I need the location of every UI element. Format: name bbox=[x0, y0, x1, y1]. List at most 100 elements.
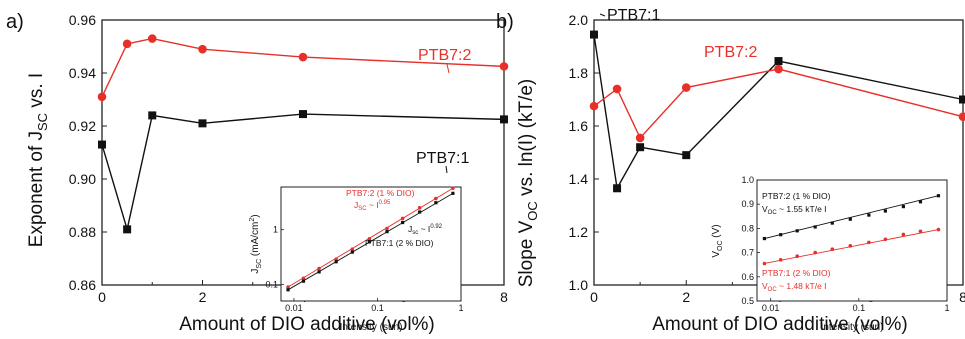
panel-a-inset-x-tick-label: 1 bbox=[458, 303, 463, 313]
panel-a-ylabel-sub: SC bbox=[35, 113, 50, 131]
panel-b-black-fit-1: V bbox=[762, 204, 768, 214]
panel-a-inset-ylabel-3: (mA/cm bbox=[250, 222, 261, 259]
panel-a-series-label-ptb7-1: PTB7:1 bbox=[416, 150, 469, 167]
panel-a-inset-black-label: PTB7:1 (2 % DIO) bbox=[365, 238, 434, 248]
panel-a-inset-point-ptb7-1-2-dio- bbox=[451, 191, 455, 195]
panel-b-point-ptb7-1 bbox=[682, 151, 691, 160]
panel-b-inset-red-fit: VOC ~ 1.48 kT/e I bbox=[762, 281, 827, 293]
panel-b-point-ptb7-1 bbox=[613, 184, 622, 193]
panel-b-red-fit-2: OC bbox=[768, 287, 778, 293]
panel-a-inset-point-ptb7-1-2-dio- bbox=[350, 250, 354, 254]
panel-a-point-ptb7-1 bbox=[123, 225, 132, 234]
panel-b-inset-x-tick-label: 0.1 bbox=[853, 303, 866, 313]
panel-a-inset-point-ptb7-2-1-dio- bbox=[385, 226, 389, 231]
panel-a-black-fit-4: 0.92 bbox=[430, 224, 442, 230]
panel-b-series-leader-ptb7-1 bbox=[599, 13, 606, 17]
panel-b-inset-x-tick-label: 0.01 bbox=[762, 303, 780, 313]
panel-b-black-fit-2: OC bbox=[768, 210, 778, 216]
panel-b-ylabel-sub: OC bbox=[525, 201, 540, 221]
panel-a-y-axis-label: Exponent of JSC vs. I bbox=[26, 73, 50, 247]
panel-a-inset-point-ptb7-2-1-dio- bbox=[317, 266, 321, 271]
panel-b-y-axis-label: Slope VOC vs. ln(I) (kT/e) bbox=[516, 79, 540, 288]
panel-a-label: a) bbox=[6, 11, 24, 33]
panel-a-inset-point-ptb7-2-1-dio- bbox=[286, 285, 290, 289]
panel-b-inset-point-ptb7-1-2-dio- bbox=[778, 258, 783, 262]
panel-a-inset-ylabel-1: J bbox=[250, 269, 261, 274]
panel-a-line-ptb7-1 bbox=[101, 113, 505, 230]
panel-b-point-ptb7-1 bbox=[959, 95, 965, 104]
panel-b-inset-y-tick-label: 0.8 bbox=[741, 223, 754, 233]
panel-a-y-tick-label: 0.94 bbox=[69, 65, 96, 81]
panel-b-point-ptb7-1 bbox=[774, 57, 783, 66]
panel-a-inset-ylabel-4: 2 bbox=[249, 218, 256, 222]
panel-a-inset-x-tick-label: 0.1 bbox=[371, 303, 384, 313]
panel-a-inset-point-ptb7-1-2-dio- bbox=[286, 288, 290, 292]
panel-b-inset-point-ptb7-1-2-dio- bbox=[762, 261, 767, 266]
panel-b-inset-point-ptb7-2-1-dio- bbox=[830, 221, 834, 225]
panel-a-inset-point-ptb7-1-2-dio- bbox=[301, 279, 306, 283]
panel-a-series-leader-ptb7-1 bbox=[445, 165, 448, 174]
panel-a-inset-point-ptb7-2-1-dio- bbox=[400, 216, 405, 221]
panel-b-x-tick-label: 0 bbox=[590, 289, 598, 305]
panel-b-ylabel-part2: vs. ln(I) (kT/e) bbox=[516, 79, 537, 201]
panel-b-inset-y-tick-label: 0.9 bbox=[741, 199, 754, 209]
svg-text:Slope VOC vs. ln(I) (kT/e): Slope VOC vs. ln(I) (kT/e) bbox=[516, 79, 540, 288]
panel-b-point-ptb7-1 bbox=[636, 143, 645, 152]
panel-b-inset-point-ptb7-2-1-dio- bbox=[936, 194, 941, 198]
panel-b-inset-point-ptb7-2-1-dio- bbox=[918, 200, 923, 204]
panel-b-y-tick-label: 1.2 bbox=[569, 224, 589, 240]
panel-b-inset-point-ptb7-1-2-dio- bbox=[901, 232, 906, 237]
panel-b-inset-point-ptb7-1-2-dio- bbox=[867, 240, 871, 245]
panel-b-inset-black-fit: VOC ~ 1.55 kT/e I bbox=[762, 204, 827, 216]
panel-b-x-tick-label: 8 bbox=[959, 289, 965, 305]
panel-b-inset-plot: 0.01 0.1 1 0.5 0.6 0.7 0.8 0.9 1.0 bbox=[741, 175, 949, 313]
panel-a-point-ptb7-1 bbox=[299, 110, 307, 119]
panel-a-point-ptb7-1 bbox=[148, 111, 157, 120]
panel-b-inset-point-ptb7-1-2-dio- bbox=[813, 250, 817, 255]
panel-b-y-tick-label: 1.8 bbox=[569, 65, 589, 81]
panel-b-inset-point-ptb7-2-1-dio- bbox=[762, 236, 767, 241]
panel-b-point-ptb7-2 bbox=[958, 112, 965, 122]
panel-b-line-ptb7-1 bbox=[593, 34, 964, 191]
panel-b-inset-x-tick-label: 1 bbox=[944, 303, 949, 313]
panel-b-inset-x-axis-label: Intensity (sun) bbox=[821, 322, 884, 333]
panel-a-series-leader-ptb7-2 bbox=[446, 63, 450, 74]
panel-a-line-ptb7-2 bbox=[101, 37, 505, 98]
panel-b-inset-point-ptb7-2-1-dio- bbox=[901, 205, 905, 209]
panel-b-series-label-ptb7-2: PTB7:2 bbox=[704, 44, 757, 61]
panel-b-inset-red-label: PTB7:1 (2 % DIO) bbox=[762, 268, 831, 278]
panel-a-point-ptb7-2 bbox=[499, 62, 509, 71]
panel-b-inset-point-ptb7-2-1-dio- bbox=[795, 229, 799, 233]
panel-a-y-tick-label: 0.88 bbox=[69, 224, 96, 240]
panel-a-inset-point-ptb7-1-2-dio- bbox=[334, 260, 338, 264]
panel-a-inset-point-ptb7-2-1-dio- bbox=[350, 247, 355, 252]
panel-a-inset-ylabel-5: ) bbox=[250, 214, 261, 217]
panel-b-point-ptb7-2 bbox=[612, 84, 622, 94]
panel-a-point-ptb7-2 bbox=[298, 52, 308, 62]
panel-a-inset-black-fit: Jsc ~ I0.92 bbox=[408, 224, 443, 236]
panel-b-series-label-ptb7-1: PTB7:1 bbox=[607, 7, 660, 24]
panel-a-inset-point-ptb7-2-1-dio- bbox=[417, 206, 422, 210]
panel-b-inset-point-ptb7-1-2-dio- bbox=[795, 254, 799, 259]
panel-a-y-tick-label: 0.96 bbox=[69, 12, 96, 28]
panel-a-plot-area: 024680.860.880.900.920.940.96 bbox=[69, 12, 509, 305]
panel-b-inset-y-tick-label: 1.0 bbox=[741, 175, 754, 185]
panel-b-point-ptb7-1 bbox=[590, 30, 598, 39]
panel-a-red-fit-3: ~ I bbox=[367, 200, 379, 210]
panel-a-inset-ylabel-2: SC bbox=[256, 259, 263, 269]
panel-b-inset-point-ptb7-1-2-dio- bbox=[883, 237, 888, 242]
panel-a-point-ptb7-2 bbox=[147, 34, 157, 43]
panel-b-inset: VOC (V) Intensity (sun) 0.01 0.1 10.50.60.… bbox=[711, 175, 950, 333]
panel-a-point-ptb7-1 bbox=[98, 140, 106, 149]
panel-a-ylabel-part2: vs. I bbox=[26, 73, 47, 113]
panel-b-ylabel-part1: Slope V bbox=[516, 220, 537, 287]
panel-a-inset-point-ptb7-2-1-dio- bbox=[367, 237, 372, 241]
panel-b-inset-point-ptb7-1-2-dio- bbox=[936, 227, 941, 232]
panel-a-y-tick-label: 0.92 bbox=[69, 118, 96, 134]
panel-b-point-ptb7-2 bbox=[635, 133, 645, 143]
panel-b-x-tick-label: 2 bbox=[682, 289, 690, 305]
panel-b-inset-ylabel-1: V bbox=[711, 251, 722, 258]
panel-a-inset-red-label: PTB7:2 (1 % DIO) bbox=[346, 188, 415, 198]
panel-b-red-fit-1: V bbox=[762, 281, 768, 291]
